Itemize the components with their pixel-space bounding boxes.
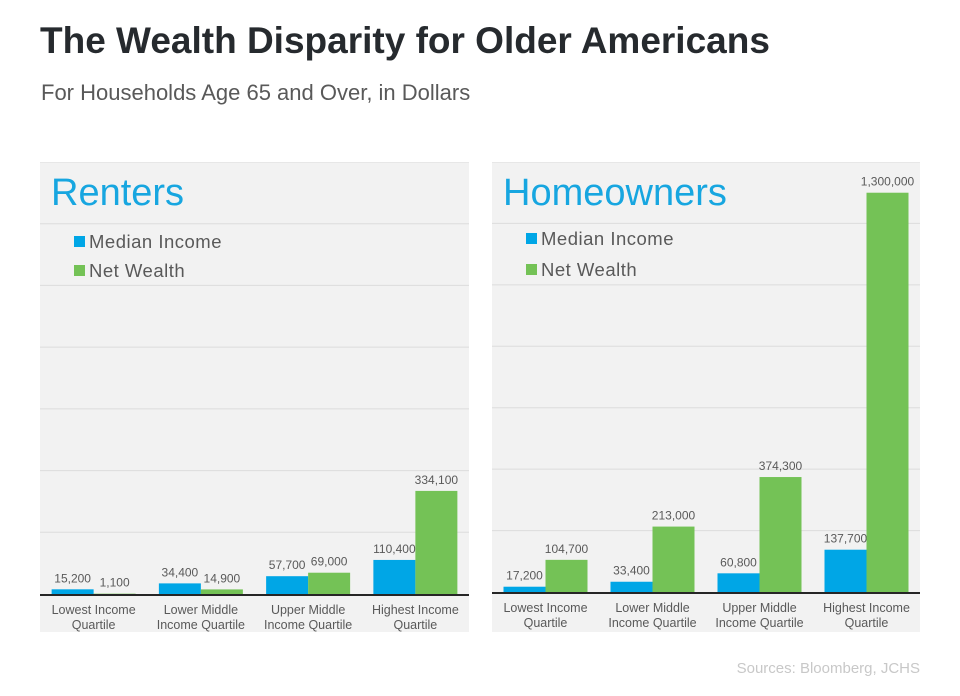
category-label: Highest Income [372, 603, 459, 617]
data-label: 1,300,000 [861, 175, 915, 189]
category-label: Quartile [393, 618, 437, 632]
bar-median-income [824, 549, 867, 592]
renters-chart-title: Renters [51, 172, 185, 214]
data-label: 1,100 [100, 576, 130, 590]
data-label: 60,800 [720, 555, 757, 569]
renters-chart: 15,200 1,100 Lowest Income Quartile 34,400 14… [40, 162, 469, 632]
data-label: 137,700 [824, 532, 868, 546]
category-label: Quartile [524, 616, 568, 630]
legend-label: Median Income [89, 231, 222, 252]
data-label: 34,400 [162, 565, 199, 579]
data-label: 14,900 [204, 571, 241, 585]
page-subtitle: For Households Age 65 and Over, in Dolla… [41, 80, 471, 105]
category-label: Lower Middle [164, 603, 238, 617]
bar-net-wealth [545, 559, 588, 592]
homeowners-chart-title: Homeowners [503, 172, 727, 214]
bar-median-income [373, 559, 416, 594]
data-label: 57,700 [269, 558, 306, 572]
category-label: Highest Income [823, 601, 910, 615]
legend-item-median-income: Median Income [74, 231, 222, 253]
category-label: Income Quartile [157, 618, 245, 632]
homeowners-chart: 17,200 104,700 Lowest Income Quartile 33,400… [492, 162, 920, 632]
data-label: 110,400 [373, 542, 416, 556]
legend-label: Net Wealth [541, 259, 638, 280]
data-label: 374,300 [759, 459, 803, 473]
legend-swatch-icon [74, 236, 85, 247]
category-label: Quartile [845, 616, 889, 630]
page-title: The Wealth Disparity for Older Americans [40, 20, 770, 61]
data-label: 69,000 [311, 555, 348, 569]
category-label: Upper Middle [271, 603, 345, 617]
bar-median-income [610, 581, 653, 592]
bar-median-income [158, 583, 201, 594]
bar-median-income [266, 576, 309, 594]
bar-median-income [503, 586, 546, 592]
legend-item-net-wealth: Net Wealth [74, 260, 185, 282]
legend-swatch-icon [526, 233, 537, 244]
bar-net-wealth [415, 490, 458, 594]
bar-net-wealth [866, 192, 909, 592]
legend-swatch-icon [74, 265, 85, 276]
bar-median-income [717, 573, 760, 592]
legend-swatch-icon [526, 264, 537, 275]
sources-note: Sources: Bloomberg, JCHS [736, 660, 920, 677]
data-label: 33,400 [613, 564, 650, 578]
data-label: 213,000 [652, 509, 696, 523]
bar-median-income [51, 589, 94, 594]
category-label: Lowest Income [52, 603, 136, 617]
data-label: 334,100 [415, 473, 459, 487]
bar-net-wealth [200, 589, 243, 594]
category-label: Income Quartile [264, 618, 352, 632]
category-label: Lower Middle [615, 601, 689, 615]
data-label: 15,200 [54, 571, 91, 585]
bar-net-wealth [759, 477, 802, 592]
legend-label: Median Income [541, 228, 674, 249]
bar-net-wealth [308, 572, 351, 594]
legend-item-median-income: Median Income [526, 228, 674, 250]
category-label: Upper Middle [722, 601, 796, 615]
category-label: Income Quartile [608, 616, 696, 630]
legend-item-net-wealth: Net Wealth [526, 259, 637, 281]
category-label: Quartile [72, 618, 116, 632]
legend-label: Net Wealth [89, 260, 186, 281]
category-label: Lowest Income [503, 601, 587, 615]
category-label: Income Quartile [715, 616, 803, 630]
data-label: 17,200 [506, 569, 543, 583]
bar-net-wealth [652, 526, 695, 592]
data-label: 104,700 [545, 542, 589, 556]
